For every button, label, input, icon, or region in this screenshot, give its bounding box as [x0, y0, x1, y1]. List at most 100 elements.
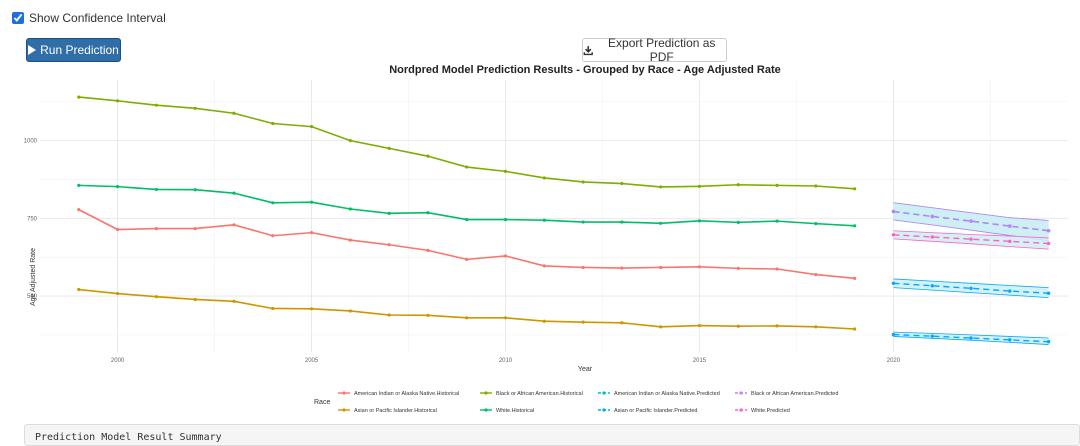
data-point — [232, 223, 236, 227]
data-point — [426, 211, 430, 215]
x-tick-label: 2005 — [305, 358, 319, 364]
run-prediction-button[interactable]: Run Prediction — [26, 38, 121, 62]
predicted-point — [891, 209, 896, 214]
chart-legend: American Indian or Alaska Native.Histori… — [338, 391, 838, 414]
data-point — [503, 217, 508, 222]
data-point — [542, 264, 546, 268]
data-point — [348, 207, 352, 211]
legend-key-point — [342, 408, 346, 412]
legend-key-point — [602, 391, 606, 395]
data-point — [387, 146, 391, 150]
data-point — [620, 181, 624, 186]
data-point — [193, 188, 197, 192]
data-point — [736, 183, 740, 187]
confidence-bands — [893, 202, 1049, 345]
predicted-point — [1046, 229, 1051, 233]
show-ci-label: Show Confidence Interval — [29, 11, 166, 25]
predicted-line — [893, 210, 1049, 232]
data-point — [426, 154, 430, 158]
predicted-point — [969, 237, 973, 241]
data-point — [659, 325, 663, 329]
data-point — [193, 297, 197, 302]
legend-label: White.Historical — [496, 408, 534, 414]
y-tick-label: 500 — [27, 294, 38, 300]
chart-title: Nordpred Model Prediction Results - Grou… — [389, 64, 781, 76]
data-point — [697, 265, 702, 269]
data-point — [697, 323, 702, 328]
data-point — [736, 266, 740, 270]
show-ci-toggle[interactable]: Show Confidence Interval — [12, 11, 166, 25]
data-point — [659, 185, 663, 189]
data-point — [659, 221, 663, 225]
data-point — [697, 184, 702, 188]
data-point — [232, 299, 236, 303]
data-point — [503, 254, 508, 258]
data-point — [348, 139, 352, 143]
legend-key-point — [484, 408, 488, 412]
predicted-point — [1046, 291, 1051, 295]
data-point — [154, 295, 158, 299]
legend-label: White.Predicted — [751, 408, 790, 414]
data-point — [426, 248, 430, 252]
predicted-point — [891, 233, 896, 237]
legend-label: Asian or Pacific Islander.Historical — [354, 408, 437, 414]
ci-upper-edge — [893, 202, 1049, 221]
data-point — [465, 217, 469, 222]
predicted-point — [930, 235, 934, 239]
predicted-point — [969, 219, 973, 223]
legend-label: Asian or Pacific Islander.Predicted — [614, 408, 697, 414]
predicted-point — [1046, 340, 1051, 344]
predicted-point — [1008, 289, 1012, 293]
data-point — [697, 219, 702, 223]
data-point — [620, 321, 624, 325]
series-line — [78, 96, 855, 190]
data-point — [154, 226, 158, 231]
data-point — [193, 226, 197, 231]
data-point — [465, 316, 469, 320]
data-point — [115, 291, 120, 296]
data-point — [775, 183, 779, 187]
data-point — [581, 220, 585, 224]
ci-lower-edge — [893, 336, 1049, 345]
data-point — [154, 103, 158, 107]
legend-key-point — [739, 391, 743, 395]
data-point — [542, 176, 546, 180]
x-tick-label: 2010 — [499, 358, 513, 364]
run-prediction-label: Run Prediction — [40, 43, 119, 57]
ci-lower-edge — [893, 238, 1049, 250]
ci-upper-edge — [893, 331, 1049, 339]
data-point — [271, 234, 275, 238]
y-axis-label: Age Adjusted Rate — [30, 248, 37, 306]
data-point — [115, 185, 120, 189]
data-point — [814, 325, 818, 329]
chart-svg: Nordpred Model Prediction Results - Grou… — [24, 64, 1068, 414]
data-point — [348, 309, 352, 313]
ci-upper-edge — [893, 230, 1049, 239]
data-point — [853, 327, 857, 331]
result-summary-box: Prediction Model Result Summary — [24, 424, 1080, 446]
predicted-point — [891, 281, 896, 286]
legend-key-point — [342, 391, 346, 395]
data-point — [659, 265, 663, 270]
data-point — [465, 165, 469, 169]
result-summary-label: Prediction Model Result Summary — [35, 432, 222, 443]
data-point — [814, 184, 818, 188]
data-point — [77, 183, 81, 187]
data-point — [542, 218, 546, 222]
data-point — [271, 306, 275, 311]
data-point — [387, 211, 391, 215]
data-point — [814, 272, 818, 277]
data-point — [232, 191, 236, 195]
export-pdf-button[interactable]: Export Prediction as PDF — [582, 36, 727, 64]
data-point — [775, 267, 779, 271]
predicted-line — [893, 282, 1049, 294]
data-point — [77, 95, 81, 99]
legend-key-point — [739, 408, 743, 412]
ci-upper-edge — [893, 278, 1049, 289]
data-point — [853, 224, 857, 228]
legend-label: American Indian or Alaska Native.Histori… — [354, 391, 459, 397]
data-point — [736, 324, 740, 328]
export-pdf-label: Export Prediction as PDF — [608, 36, 716, 64]
y-tick-label: 1000 — [24, 139, 38, 145]
show-ci-checkbox[interactable] — [12, 12, 24, 24]
